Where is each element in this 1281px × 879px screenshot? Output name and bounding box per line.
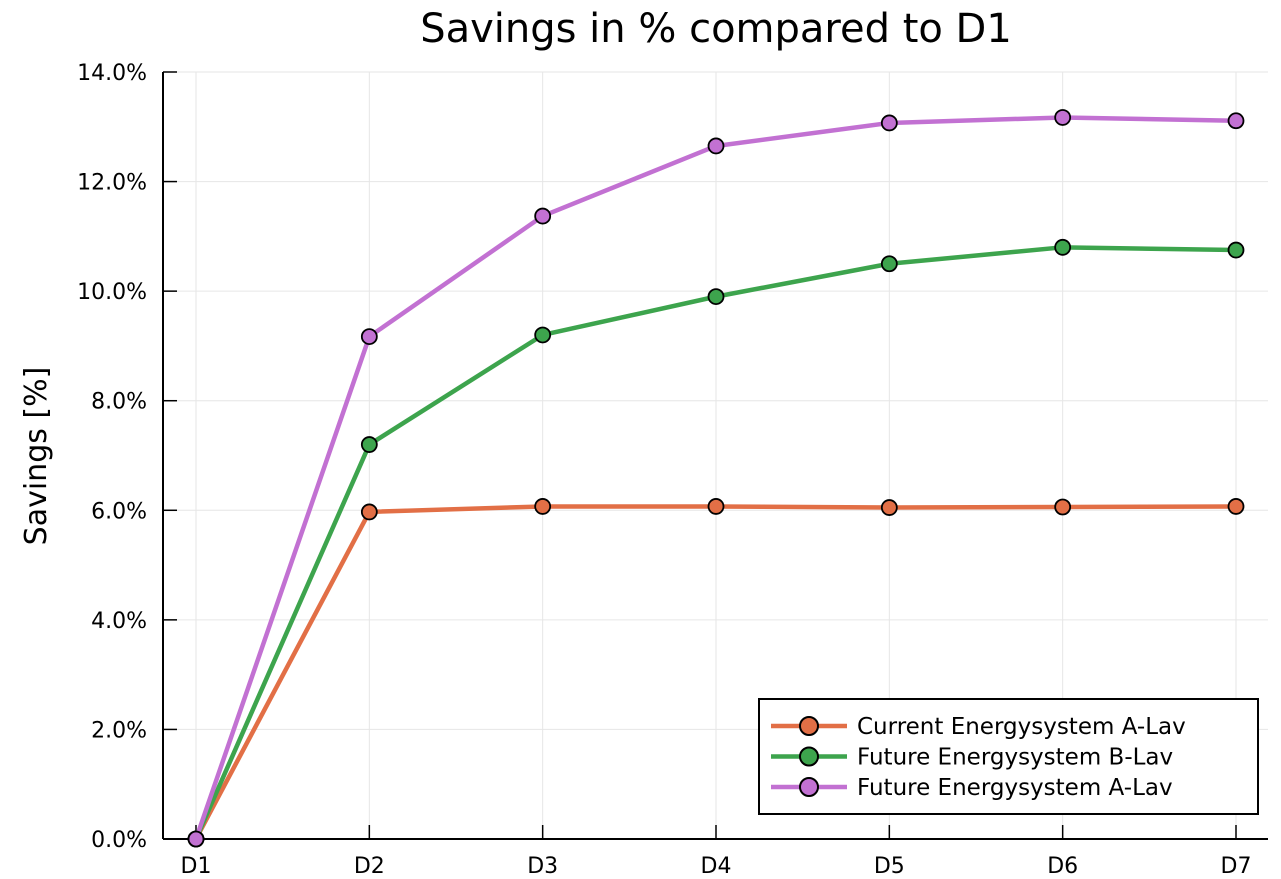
- series-3: [187, 109, 1245, 848]
- y-tick-label: 14.0%: [77, 61, 147, 86]
- legend-label: Current Energysystem A-Lav: [857, 714, 1186, 740]
- data-point: [534, 498, 552, 515]
- data-point: [1054, 498, 1072, 516]
- legend-label: Future Energysystem B-Lav: [857, 745, 1173, 771]
- legend-item: Current Energysystem A-Lav: [771, 714, 1186, 740]
- data-point: [1227, 112, 1245, 130]
- x-tick-label: D2: [354, 854, 385, 879]
- legend-label: Future Energysystem A-Lav: [857, 775, 1173, 801]
- x-tick-label: D6: [1047, 854, 1078, 879]
- y-tick-label: 4.0%: [91, 609, 147, 634]
- chart-title: Savings in % compared to D1: [420, 6, 1012, 52]
- legend: Current Energysystem A-Lav Future Energys…: [758, 698, 1259, 815]
- data-point: [1227, 498, 1245, 515]
- legend-marker: [799, 716, 819, 736]
- tick-labels: 0.0% 2.0% 4.0% 6.0% 8.0% 10.0% 12.0% 14.0% D1 D2 D…: [77, 61, 1251, 879]
- y-tick-label: 6.0%: [91, 499, 147, 524]
- y-tick-label: 2.0%: [91, 718, 147, 743]
- x-tick-label: D4: [701, 854, 732, 879]
- legend-marker: [799, 746, 819, 767]
- y-tick-label: 10.0%: [77, 280, 147, 305]
- data-point: [707, 498, 725, 515]
- data-point: [534, 207, 552, 225]
- x-tick-label: D1: [181, 854, 212, 879]
- data-point: [360, 503, 378, 521]
- y-tick-label: 8.0%: [91, 390, 147, 415]
- legend-item: Future Energysystem A-Lav: [771, 775, 1173, 801]
- data-point: [880, 255, 898, 273]
- data-point: [880, 114, 898, 132]
- x-tick-label: D5: [874, 854, 905, 879]
- data-point: [360, 436, 378, 453]
- x-tick-label: D3: [527, 854, 558, 879]
- grid: [163, 71, 1268, 840]
- data-point: [360, 328, 378, 346]
- x-tick-label: D7: [1221, 854, 1252, 879]
- data-point: [707, 288, 725, 306]
- y-tick-label: 0.0%: [91, 828, 147, 853]
- axes: [162, 71, 1268, 840]
- data-point: [534, 326, 552, 344]
- data-point: [1227, 241, 1245, 259]
- legend-item: Future Energysystem B-Lav: [771, 745, 1173, 771]
- data-point: [187, 830, 205, 848]
- y-tick-label: 12.0%: [77, 171, 147, 196]
- data-point: [880, 499, 898, 516]
- series-layer: [187, 109, 1245, 848]
- data-point: [1054, 238, 1072, 256]
- y-axis-label: Savings [%]: [19, 367, 54, 546]
- legend-marker: [799, 777, 819, 797]
- data-point: [707, 137, 725, 155]
- data-point: [1054, 109, 1072, 126]
